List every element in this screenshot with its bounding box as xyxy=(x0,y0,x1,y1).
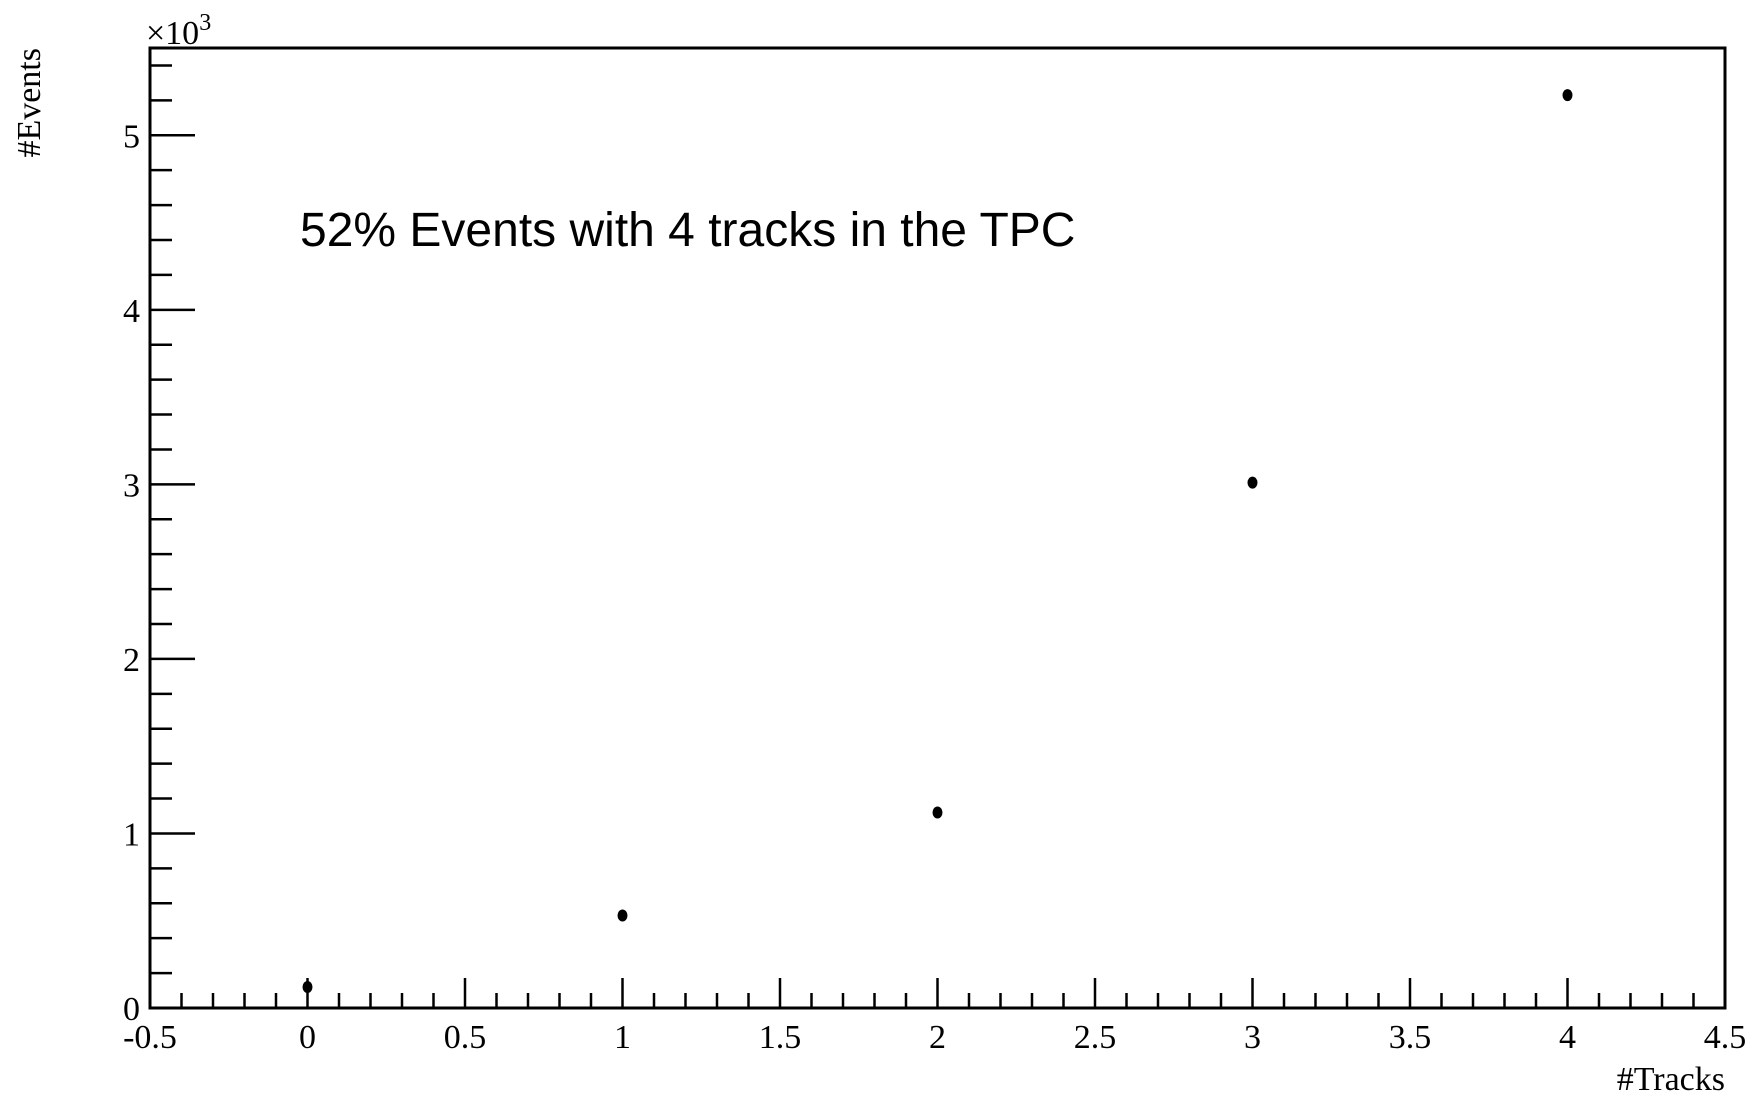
y-tick-label: 2 xyxy=(123,642,140,679)
plot-frame xyxy=(148,46,1727,1010)
data-point xyxy=(932,806,943,819)
y-axis-tick-labels: 0 1 2 3 4 5 xyxy=(123,118,140,1028)
y-axis-multiplier: ×103 xyxy=(146,10,211,52)
x-tick-label: 0.5 xyxy=(444,1019,487,1056)
x-axis-title: #Tracks xyxy=(1617,1061,1725,1096)
x-tick-label: 4.5 xyxy=(1704,1019,1747,1056)
y-tick-label: 1 xyxy=(123,816,140,853)
y-tick-label: 0 xyxy=(123,991,140,1028)
x-tick-label: 4 xyxy=(1559,1019,1576,1056)
data-point xyxy=(1562,89,1573,102)
data-point xyxy=(302,981,313,994)
y-tick-label: 3 xyxy=(123,467,140,504)
y-axis-title: #Events xyxy=(11,48,48,158)
data-point xyxy=(1247,476,1258,489)
x-tick-label: 2.5 xyxy=(1074,1019,1117,1056)
data-points xyxy=(302,89,1573,994)
x-tick-label: -0.5 xyxy=(123,1019,177,1056)
y-axis-multiplier-exponent: 3 xyxy=(199,10,211,36)
x-tick-label: 1.5 xyxy=(759,1019,802,1056)
x-tick-label: 3 xyxy=(1244,1019,1261,1056)
y-tick-label: 5 xyxy=(123,118,140,155)
x-tick-label: 0 xyxy=(299,1019,316,1056)
x-axis-ticks xyxy=(148,978,1727,1008)
data-point xyxy=(617,909,628,922)
y-axis-ticks xyxy=(150,64,195,1010)
y-tick-label: 4 xyxy=(123,293,140,330)
chart-annotation: 52% Events with 4 tracks in the TPC xyxy=(300,204,1075,257)
x-axis-tick-labels: -0.5 0 0.5 1 1.5 2 2.5 3 3.5 4 4.5 xyxy=(123,1019,1746,1056)
x-tick-label: 2 xyxy=(929,1019,946,1056)
x-tick-label: 3.5 xyxy=(1389,1019,1432,1056)
x-tick-label: 1 xyxy=(614,1019,631,1056)
